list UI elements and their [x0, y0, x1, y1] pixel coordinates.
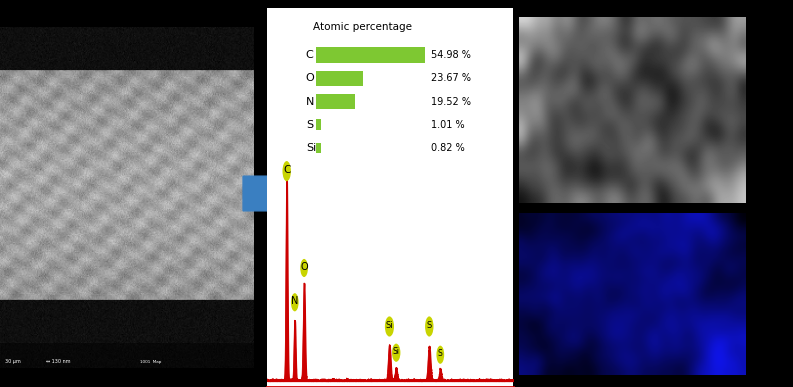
Text: 30 μm: 30 μm	[5, 359, 21, 364]
Text: N: N	[306, 96, 314, 106]
Text: 23.67 %: 23.67 %	[431, 74, 471, 83]
Text: 54.98 %: 54.98 %	[431, 50, 471, 60]
Ellipse shape	[385, 317, 394, 337]
Bar	[316, 71, 363, 86]
Text: N: N	[291, 296, 298, 306]
Bar	[316, 94, 355, 109]
Ellipse shape	[392, 344, 400, 362]
Text: 19.52 %: 19.52 %	[431, 96, 471, 106]
Text: C: C	[306, 50, 313, 60]
Text: O: O	[301, 262, 308, 272]
Ellipse shape	[301, 259, 308, 277]
Text: 1.01 %: 1.01 %	[431, 120, 465, 130]
Text: 0.82 %: 0.82 %	[431, 143, 465, 153]
Ellipse shape	[291, 293, 299, 312]
Text: S: S	[306, 120, 313, 130]
Bar	[316, 119, 320, 130]
Ellipse shape	[425, 317, 434, 337]
Text: Si: Si	[393, 347, 400, 356]
Text: ↔ 130 nm: ↔ 130 nm	[46, 359, 70, 364]
Bar	[316, 48, 425, 63]
Text: S: S	[438, 349, 442, 358]
FancyArrow shape	[243, 161, 290, 226]
Text: S: S	[427, 321, 432, 330]
Text: Si: Si	[306, 143, 316, 153]
Text: Atomic percentage: Atomic percentage	[313, 22, 412, 32]
Text: 1001  Map: 1001 Map	[140, 360, 161, 364]
Text: O: O	[306, 74, 315, 83]
Text: Si: Si	[385, 321, 393, 330]
Bar	[316, 142, 320, 153]
Text: C: C	[283, 165, 290, 175]
Ellipse shape	[282, 161, 291, 181]
Ellipse shape	[436, 346, 444, 364]
